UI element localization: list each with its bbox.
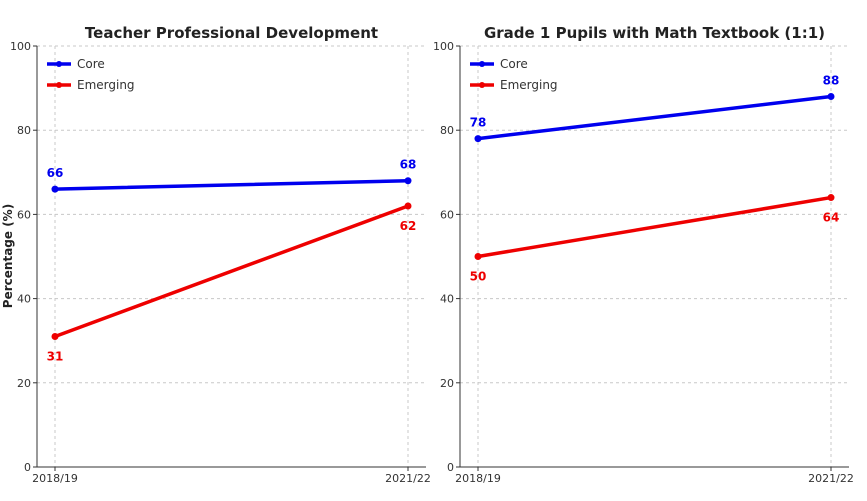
y-tick-label: 80 bbox=[440, 124, 454, 137]
chart-title: Grade 1 Pupils with Math Textbook (1:1) bbox=[484, 24, 825, 42]
legend: Core Emerging bbox=[470, 57, 558, 92]
data-label: 31 bbox=[47, 349, 64, 363]
data-point bbox=[827, 93, 835, 101]
data-label: 62 bbox=[400, 219, 417, 233]
legend-marker bbox=[56, 61, 62, 67]
y-tick-label: 40 bbox=[17, 293, 31, 306]
y-tick-label: 60 bbox=[17, 208, 31, 221]
series-emerging: 31 62 bbox=[47, 202, 417, 363]
x-tick-label: 2021/22 bbox=[808, 472, 854, 485]
y-tick-label: 100 bbox=[433, 40, 454, 53]
data-label: 66 bbox=[47, 166, 64, 180]
y-tick-label: 40 bbox=[440, 293, 454, 306]
chart-2: Grade 1 Pupils with Math Textbook (1:1) 0… bbox=[433, 24, 854, 485]
data-label: 68 bbox=[400, 158, 417, 172]
y-tick-label: 100 bbox=[10, 40, 31, 53]
x-tick-label: 2021/22 bbox=[385, 472, 431, 485]
chart-1: Teacher Professional Development 0 20 40 60 8… bbox=[10, 24, 431, 485]
data-label: 50 bbox=[470, 270, 487, 284]
data-point bbox=[474, 135, 482, 143]
x-tick-label: 2018/19 bbox=[32, 472, 78, 485]
series-line bbox=[476, 94, 833, 141]
data-point bbox=[51, 332, 59, 340]
series-line bbox=[476, 195, 833, 259]
legend-label: Emerging bbox=[500, 78, 558, 92]
legend-marker bbox=[479, 82, 485, 88]
data-label: 88 bbox=[823, 74, 840, 88]
y-axis-label: Percentage (%) bbox=[1, 204, 15, 308]
series-core: 66 68 bbox=[47, 158, 417, 193]
data-point bbox=[404, 177, 412, 185]
data-point bbox=[827, 194, 835, 202]
data-label: 78 bbox=[470, 116, 487, 130]
data-label: 64 bbox=[823, 211, 840, 225]
y-tick-label: 0 bbox=[24, 461, 31, 474]
y-tick-label: 0 bbox=[447, 461, 454, 474]
legend-label: Core bbox=[77, 57, 105, 71]
legend-label: Emerging bbox=[77, 78, 135, 92]
y-tick-label: 60 bbox=[440, 208, 454, 221]
series-line bbox=[53, 204, 410, 339]
legend: Core Emerging bbox=[47, 57, 135, 92]
legend-label: Core bbox=[500, 57, 528, 71]
series-core: 78 88 bbox=[470, 74, 840, 143]
series-line bbox=[53, 178, 410, 191]
y-tick-label: 80 bbox=[17, 124, 31, 137]
series-emerging: 50 64 bbox=[470, 194, 840, 284]
chart-title: Teacher Professional Development bbox=[85, 24, 378, 42]
data-point bbox=[474, 253, 482, 260]
y-tick-label: 20 bbox=[17, 377, 31, 390]
data-point bbox=[404, 202, 412, 210]
y-tick-label: 20 bbox=[440, 377, 454, 390]
x-tick-label: 2018/19 bbox=[455, 472, 501, 485]
legend-marker bbox=[479, 61, 485, 67]
legend-marker bbox=[56, 82, 62, 88]
data-point bbox=[51, 185, 59, 193]
